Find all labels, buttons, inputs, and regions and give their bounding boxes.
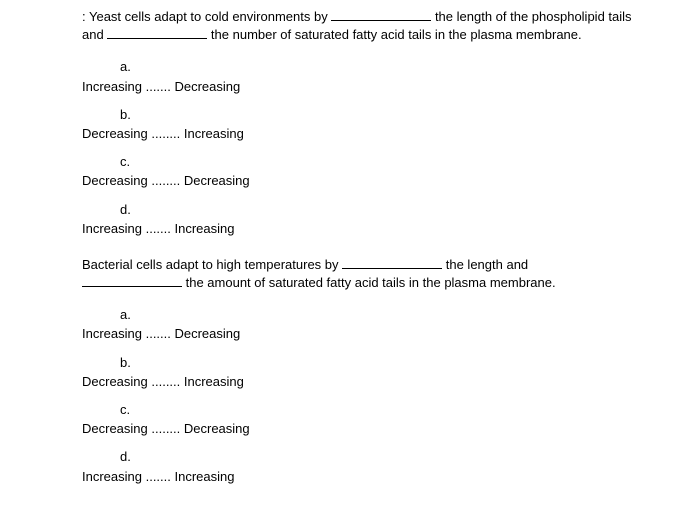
question-2-options: a. Increasing ....... Decreasing b. Decr… bbox=[0, 306, 691, 486]
option-text: Increasing ....... Increasing bbox=[82, 468, 691, 486]
stem-text: : Yeast cells adapt to cold environments… bbox=[82, 9, 331, 24]
option-text: Increasing ....... Increasing bbox=[82, 220, 691, 238]
stem-text: Bacterial cells adapt to high temperatur… bbox=[82, 257, 342, 272]
option-a[interactable]: a. Increasing ....... Decreasing bbox=[82, 58, 691, 95]
fill-blank bbox=[331, 9, 431, 21]
option-text: Decreasing ........ Increasing bbox=[82, 125, 691, 143]
option-text: Increasing ....... Decreasing bbox=[82, 78, 691, 96]
option-b[interactable]: b. Decreasing ........ Increasing bbox=[82, 354, 691, 391]
option-a[interactable]: a. Increasing ....... Decreasing bbox=[82, 306, 691, 343]
option-letter: b. bbox=[82, 354, 691, 372]
question-2: Bacterial cells adapt to high temperatur… bbox=[0, 256, 691, 486]
option-b[interactable]: b. Decreasing ........ Increasing bbox=[82, 106, 691, 143]
stem-text: the amount of saturated fatty acid tails… bbox=[182, 275, 556, 290]
option-c[interactable]: c. Decreasing ........ Decreasing bbox=[82, 401, 691, 438]
question-1: : Yeast cells adapt to cold environments… bbox=[0, 8, 691, 238]
option-d[interactable]: d. Increasing ....... Increasing bbox=[82, 201, 691, 238]
option-c[interactable]: c. Decreasing ........ Decreasing bbox=[82, 153, 691, 190]
option-d[interactable]: d. Increasing ....... Increasing bbox=[82, 448, 691, 485]
stem-line-2: and the number of saturated fatty acid t… bbox=[82, 26, 671, 44]
stem-text: the number of saturated fatty acid tails… bbox=[207, 27, 581, 42]
stem-text: the length of the phospholipid tails bbox=[431, 9, 631, 24]
option-letter: c. bbox=[82, 401, 691, 419]
option-text: Decreasing ........ Decreasing bbox=[82, 172, 691, 190]
stem-text: the length and bbox=[442, 257, 528, 272]
question-1-stem: : Yeast cells adapt to cold environments… bbox=[0, 8, 691, 44]
option-letter: a. bbox=[82, 306, 691, 324]
question-1-options: a. Increasing ....... Decreasing b. Decr… bbox=[0, 58, 691, 238]
stem-text: and bbox=[82, 27, 107, 42]
option-letter: a. bbox=[82, 58, 691, 76]
option-letter: c. bbox=[82, 153, 691, 171]
option-letter: b. bbox=[82, 106, 691, 124]
question-2-stem: Bacterial cells adapt to high temperatur… bbox=[0, 256, 691, 292]
option-text: Increasing ....... Decreasing bbox=[82, 325, 691, 343]
fill-blank bbox=[82, 275, 182, 287]
option-letter: d. bbox=[82, 201, 691, 219]
fill-blank bbox=[107, 28, 207, 40]
option-text: Decreasing ........ Decreasing bbox=[82, 420, 691, 438]
stem-line-1: Bacterial cells adapt to high temperatur… bbox=[82, 256, 671, 274]
option-text: Decreasing ........ Increasing bbox=[82, 373, 691, 391]
stem-line-2: the amount of saturated fatty acid tails… bbox=[82, 274, 671, 292]
fill-blank bbox=[342, 257, 442, 269]
stem-line-1: : Yeast cells adapt to cold environments… bbox=[82, 8, 671, 26]
option-letter: d. bbox=[82, 448, 691, 466]
